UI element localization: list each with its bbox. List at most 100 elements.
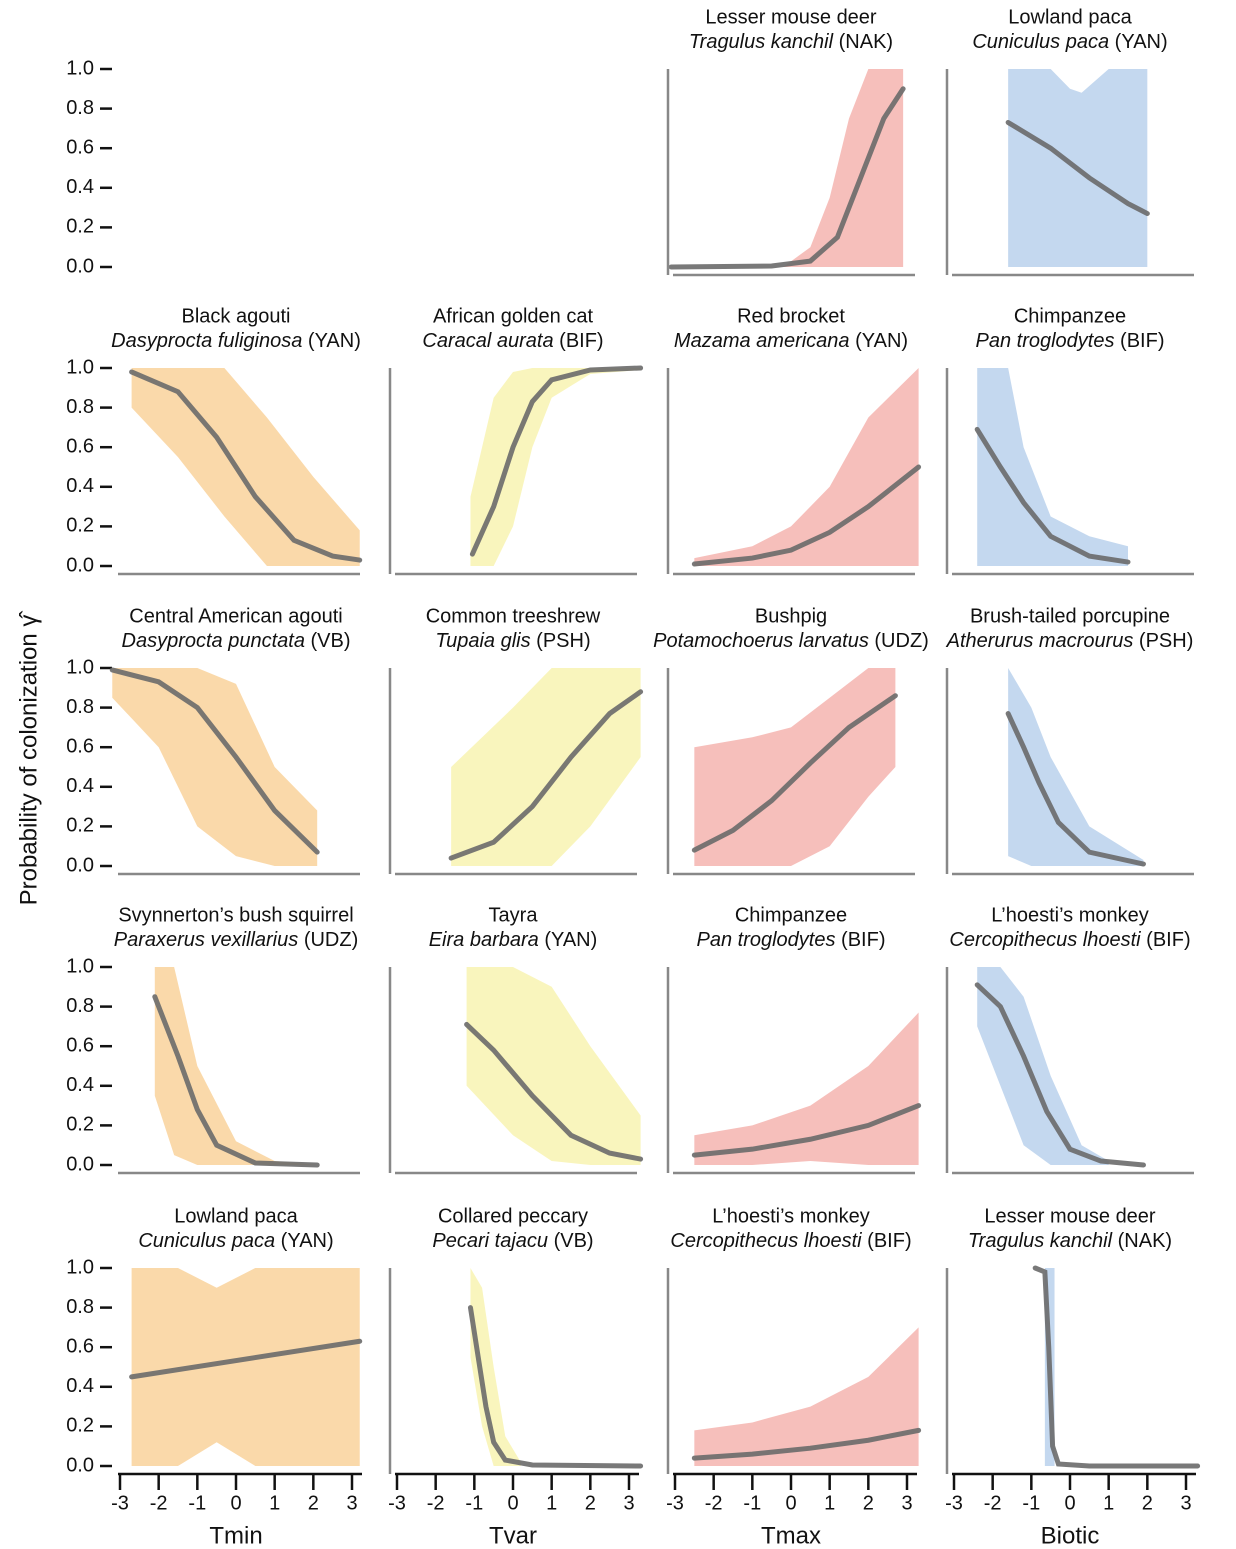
panel-title: Lesser mouse deer [705,6,877,28]
x-tick-label: 3 [901,1492,912,1514]
confidence-band [112,668,318,866]
site-code: (NAK) [839,31,893,53]
fitted-curve [448,689,644,861]
panel-species: Cercopithecus lhoesti (BIF) [670,1230,911,1252]
panel-species: Pan troglodytes (BIF) [976,330,1165,352]
site-code: (YAN) [855,330,908,352]
x-tick-label: 2 [863,1492,874,1514]
panel-title: Chimpanzee [1014,305,1126,327]
x-tick-label: 1 [269,1492,280,1514]
site-code: (UDZ) [874,630,928,652]
y-tick-label: 0.2 [66,1415,94,1437]
site-code: (VB) [311,630,351,652]
site-code: (BIF) [867,1230,911,1252]
confidence-band [470,368,641,566]
panel-title: Chimpanzee [735,904,847,926]
panel-species: Pecari tajacu (VB) [432,1230,593,1252]
fitted-curve [1032,1265,1201,1469]
confidence-band [694,1327,919,1466]
panel-title: Lesser mouse deer [984,1205,1156,1227]
species-name: Eira barbara [429,929,539,951]
panel-title: L’hoesti’s monkey [991,904,1149,926]
x-tick-label: 1 [546,1492,557,1514]
x-tick-label: -3 [666,1492,684,1514]
y-tick-label: 0.2 [66,815,94,837]
site-code: (PSH) [536,630,590,652]
fitted-curve [668,86,906,270]
species-name: Tragulus kanchil [968,1230,1113,1252]
y-tick-label: 0.8 [66,696,94,718]
panel-species: Potamochoerus larvatus (UDZ) [653,630,929,652]
x-tick-label: -1 [188,1492,206,1514]
x-tick-label: -2 [984,1492,1002,1514]
y-tick-label: 0.4 [66,475,94,497]
fitted-curve [1005,711,1146,867]
panel-title: African golden cat [433,305,594,327]
fitted-curve [467,1305,644,1469]
y-tick-label: 0.2 [66,515,94,537]
panel-species: Dasyprocta punctata (VB) [122,630,351,652]
x-tick-label: 3 [346,1492,357,1514]
panel-species: Mazama americana (YAN) [674,330,908,352]
y-tick-label: 0.2 [66,1114,94,1136]
y-tick-label: 0.4 [66,176,94,198]
confidence-band [694,368,919,566]
y-tick-label: 0.6 [66,1335,94,1357]
panel-title: Brush-tailed porcupine [970,605,1170,627]
site-code: (PSH) [1139,630,1193,652]
fitted-curve [109,667,320,855]
panel-species: Pan troglodytes (BIF) [697,929,886,951]
fitted-curve [691,1427,922,1461]
species-name: Cercopithecus lhoesti [949,929,1141,951]
confidence-band [1008,668,1144,866]
panel-species: Cuniculus paca (YAN) [138,1230,333,1252]
y-tick-label: 0.0 [66,854,94,876]
species-name: Paraxerus vexillarius [114,929,299,951]
x-tick-label: 1 [824,1492,835,1514]
site-code: (YAN) [544,929,597,951]
panel-title: Common treeshrew [426,605,601,627]
panel-title: Lowland paca [174,1205,298,1227]
y-tick-label: 0.6 [66,435,94,457]
y-tick-label: 0.6 [66,735,94,757]
site-code: (BIF) [559,330,603,352]
panel-species: Cercopithecus lhoesti (BIF) [949,929,1190,951]
y-tick-label: 1.0 [66,356,94,378]
y-tick-label: 1.0 [66,57,94,79]
fitted-curve [974,982,1146,1168]
x-tick-label: -2 [705,1492,723,1514]
site-code: (BIF) [1146,929,1190,951]
panel-title: Collared peccary [438,1205,588,1227]
y-tick-label: 0.4 [66,1375,94,1397]
panel-species: Caracal aurata (BIF) [422,330,603,352]
site-code: (BIF) [841,929,885,951]
x-tick-label: -2 [427,1492,445,1514]
species-name: Dasyprocta punctata [122,630,305,652]
x-tick-label: -3 [945,1492,963,1514]
panel-title: L’hoesti’s monkey [712,1205,870,1227]
species-name: Atherurus macrourus [946,630,1134,652]
y-tick-label: 0.0 [66,554,94,576]
x-axis-label: Tmin [209,1522,262,1549]
species-name: Tragulus kanchil [689,31,834,53]
confidence-band [451,668,641,866]
species-name: Tupaia glis [435,630,530,652]
panel-title: Tayra [489,904,539,926]
fitted-curve [691,693,898,853]
site-code: (NAK) [1118,1230,1172,1252]
confidence-band [466,967,641,1165]
y-tick-label: 0.6 [66,136,94,158]
confidence-band [783,69,904,267]
species-name: Dasyprocta fuliginosa [111,330,302,352]
panel-title: Black agouti [182,305,291,327]
confidence-band [694,668,896,866]
y-tick-label: 1.0 [66,1256,94,1278]
y-tick-label: 1.0 [66,656,94,678]
species-name: Cercopithecus lhoesti [670,1230,862,1252]
x-tick-label: -1 [1022,1492,1040,1514]
x-tick-label: -1 [465,1492,483,1514]
x-tick-label: 0 [230,1492,241,1514]
confidence-band [977,967,1109,1165]
panel-title: Lowland paca [1008,6,1132,28]
